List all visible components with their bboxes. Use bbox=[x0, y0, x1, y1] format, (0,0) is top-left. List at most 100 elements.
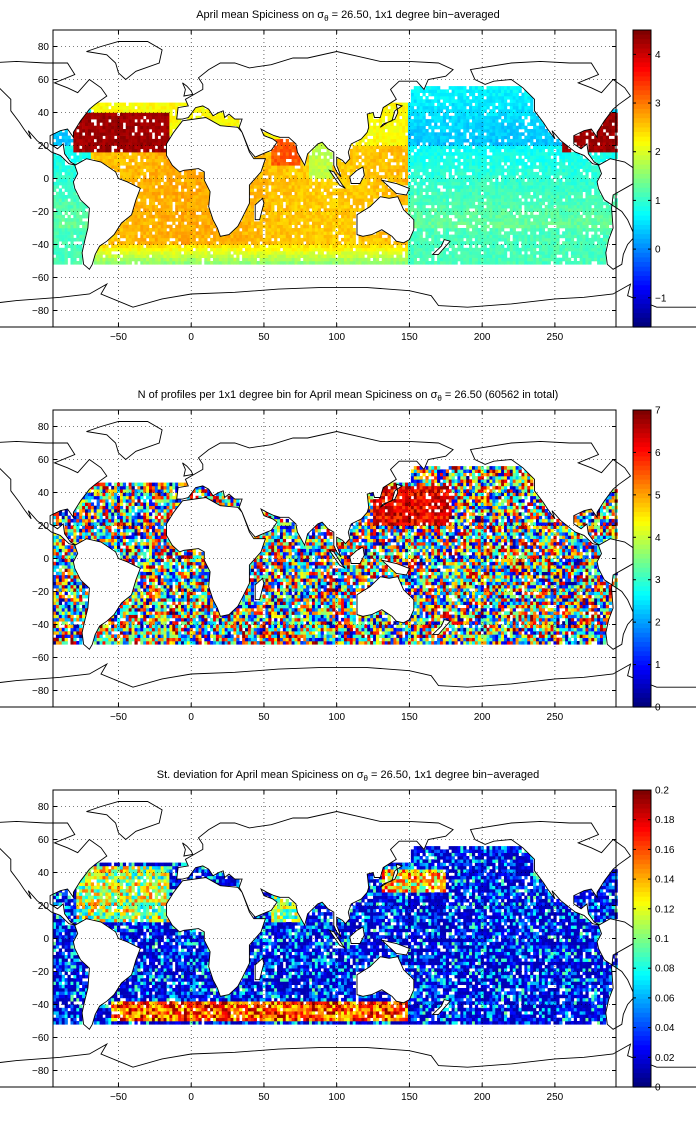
data-cell bbox=[320, 214, 324, 219]
data-cell bbox=[282, 234, 287, 239]
data-cell bbox=[250, 198, 255, 202]
data-cell bbox=[137, 247, 141, 252]
data-cell bbox=[597, 261, 601, 265]
data-cell bbox=[466, 251, 470, 255]
data-cell bbox=[457, 191, 461, 196]
data-cell bbox=[175, 178, 179, 183]
data-cell bbox=[82, 228, 86, 232]
data-cell bbox=[611, 155, 615, 159]
data-cell bbox=[425, 198, 429, 202]
data-cell bbox=[314, 168, 319, 173]
data-cell bbox=[265, 162, 269, 166]
data-cell bbox=[600, 204, 604, 209]
data-cell bbox=[218, 251, 223, 255]
data-cell bbox=[268, 224, 272, 229]
data-cell bbox=[483, 195, 487, 199]
data-cell bbox=[242, 218, 246, 222]
data-cell bbox=[358, 162, 362, 166]
data-cell bbox=[274, 234, 278, 239]
data-cell bbox=[55, 224, 60, 229]
data-cell bbox=[146, 165, 150, 169]
data-cell bbox=[317, 188, 321, 192]
data-cell bbox=[172, 257, 176, 262]
data-cell bbox=[271, 247, 275, 252]
data-cell bbox=[588, 195, 592, 199]
data-cell bbox=[137, 162, 141, 166]
data-cell bbox=[166, 211, 170, 216]
data-cell bbox=[553, 175, 557, 179]
data-cell bbox=[579, 221, 583, 225]
data-cell bbox=[134, 228, 138, 232]
data-cell bbox=[466, 254, 470, 258]
data-cell bbox=[279, 168, 284, 173]
data-cell bbox=[67, 181, 71, 186]
data-cell bbox=[570, 168, 575, 173]
data-cell bbox=[506, 178, 511, 183]
data-cell bbox=[268, 211, 272, 216]
data-cell bbox=[579, 185, 583, 189]
data-cell bbox=[559, 261, 563, 265]
data-cell bbox=[512, 208, 516, 212]
data-cell bbox=[262, 165, 266, 169]
data-cell bbox=[498, 155, 502, 159]
data-cell bbox=[265, 247, 269, 252]
data-cell bbox=[67, 251, 71, 255]
data-cell bbox=[79, 158, 83, 163]
data-cell bbox=[285, 244, 289, 249]
data-cell bbox=[274, 251, 278, 255]
data-cell bbox=[437, 261, 441, 265]
data-cell bbox=[527, 254, 531, 258]
data-cell bbox=[573, 185, 578, 189]
data-cell bbox=[474, 261, 479, 265]
data-cell bbox=[541, 231, 546, 235]
data-cell bbox=[79, 237, 83, 242]
data-cell bbox=[480, 195, 484, 199]
data-cell bbox=[503, 224, 508, 229]
data-cell bbox=[370, 254, 374, 258]
data-cell bbox=[245, 211, 249, 216]
data-cell bbox=[329, 168, 333, 173]
data-cell bbox=[157, 251, 161, 255]
data-cell bbox=[151, 218, 156, 222]
data-cell bbox=[597, 214, 601, 219]
data-cell bbox=[416, 158, 420, 163]
data-cell bbox=[416, 224, 420, 229]
data-cell bbox=[466, 257, 470, 262]
data-cell bbox=[573, 181, 578, 186]
data-cell bbox=[562, 257, 566, 262]
data-cell bbox=[570, 165, 575, 169]
data-cell bbox=[547, 257, 551, 262]
data-cell bbox=[323, 237, 327, 242]
data-cell bbox=[309, 231, 313, 235]
data-cell bbox=[227, 241, 231, 245]
data-cell bbox=[442, 185, 447, 189]
data-cell bbox=[378, 178, 383, 183]
data-cell bbox=[154, 158, 159, 163]
data-cell bbox=[367, 251, 371, 255]
data-cell bbox=[602, 224, 607, 229]
data-cell bbox=[460, 204, 464, 209]
data-cell bbox=[137, 254, 141, 258]
data-cell bbox=[285, 211, 289, 216]
data-cell bbox=[431, 228, 435, 232]
data-cell bbox=[341, 181, 345, 186]
data-cell bbox=[122, 168, 127, 173]
data-cell bbox=[460, 188, 464, 192]
data-cell bbox=[201, 247, 205, 252]
data-cell bbox=[122, 241, 127, 245]
data-cell bbox=[306, 237, 310, 242]
data-cell bbox=[477, 155, 482, 159]
data-cell bbox=[597, 254, 601, 258]
data-cell bbox=[279, 224, 284, 229]
data-cell bbox=[175, 224, 179, 229]
data-cell bbox=[483, 241, 487, 245]
data-cell bbox=[131, 211, 135, 216]
data-cell bbox=[506, 185, 511, 189]
data-cell bbox=[294, 221, 298, 225]
data-cell bbox=[157, 162, 161, 166]
data-cell bbox=[413, 231, 417, 235]
data-cell bbox=[515, 188, 519, 192]
data-cell bbox=[181, 214, 185, 219]
data-cell bbox=[343, 254, 348, 258]
data-cell bbox=[570, 162, 575, 166]
